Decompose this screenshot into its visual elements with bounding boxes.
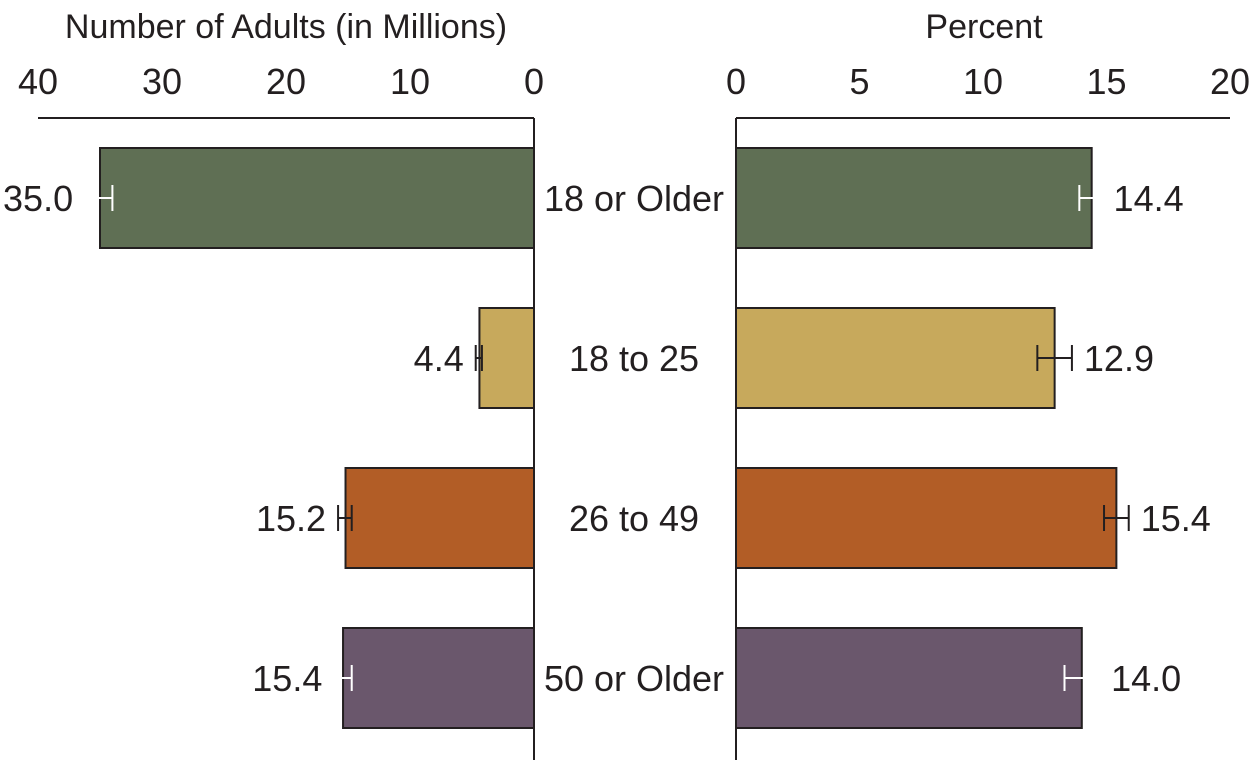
right-value-label-18-or-older: 14.4 bbox=[1114, 178, 1184, 219]
left-value-label-26-to-49: 15.2 bbox=[256, 498, 326, 539]
left-tick-label-30: 30 bbox=[142, 61, 182, 102]
right-panel-percent: Percent 0 5 10 15 20 14.4 12.9 15.4 14.0 bbox=[726, 8, 1250, 760]
left-axis-title: Number of Adults (in Millions) bbox=[65, 8, 507, 46]
right-tick-label-10: 10 bbox=[963, 61, 1003, 102]
right-axis-title: Percent bbox=[925, 8, 1043, 46]
category-label-18-to-25: 18 to 25 bbox=[569, 338, 699, 379]
left-panel-number-of-adults: Number of Adults (in Millions) 0 10 20 30 40… bbox=[3, 8, 544, 760]
right-value-label-18-to-25: 12.9 bbox=[1084, 338, 1154, 379]
right-value-label-50-or-older: 14.0 bbox=[1111, 658, 1181, 699]
left-bar-18-or-older bbox=[99, 147, 535, 249]
right-bar-26-to-49 bbox=[735, 467, 1118, 569]
category-label-18-or-older: 18 or Older bbox=[544, 178, 724, 219]
right-tick-label-15: 15 bbox=[1086, 61, 1126, 102]
right-bar-18-to-25 bbox=[735, 307, 1056, 409]
left-error-bar-26-to-49 bbox=[337, 505, 353, 531]
category-labels: 18 or Older 18 to 25 26 to 49 50 or Older bbox=[544, 178, 724, 699]
right-tick-label-0: 0 bbox=[726, 61, 746, 102]
left-bar-26-to-49 bbox=[344, 467, 535, 569]
left-tick-label-20: 20 bbox=[266, 61, 306, 102]
right-value-label-26-to-49: 15.4 bbox=[1141, 498, 1211, 539]
left-value-label-18-to-25: 4.4 bbox=[414, 338, 464, 379]
left-value-label-18-or-older: 35.0 bbox=[3, 178, 73, 219]
left-error-bar-50-or-older bbox=[333, 665, 353, 691]
left-bar-18-to-25 bbox=[478, 307, 536, 409]
right-bar-18-or-older bbox=[735, 147, 1093, 249]
left-tick-label-10: 10 bbox=[390, 61, 430, 102]
right-error-bar-18-or-older bbox=[1078, 185, 1103, 211]
left-error-bar-18-to-25 bbox=[474, 345, 483, 371]
left-bar-50-or-older bbox=[342, 627, 536, 729]
left-value-label-50-or-older: 15.4 bbox=[252, 658, 322, 699]
right-tick-label-20: 20 bbox=[1210, 61, 1250, 102]
right-error-bar-18-to-25 bbox=[1036, 345, 1073, 371]
left-tick-label-0: 0 bbox=[524, 61, 544, 102]
category-label-26-to-49: 26 to 49 bbox=[569, 498, 699, 539]
right-tick-label-5: 5 bbox=[849, 61, 869, 102]
right-error-bar-50-or-older bbox=[1063, 665, 1101, 691]
right-bar-50-or-older bbox=[735, 627, 1083, 729]
category-label-50-or-older: 50 or Older bbox=[544, 658, 724, 699]
right-error-bar-26-to-49 bbox=[1103, 505, 1130, 531]
left-error-bar-18-or-older bbox=[84, 185, 114, 211]
left-tick-label-40: 40 bbox=[18, 61, 58, 102]
